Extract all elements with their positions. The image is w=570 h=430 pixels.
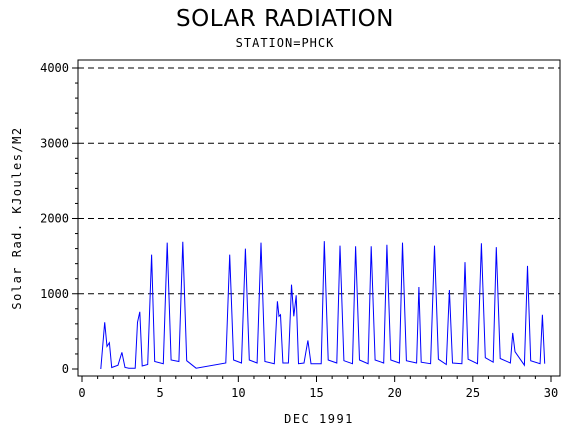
y-tick-label: 3000 [40,136,69,150]
plot-frame [77,59,561,377]
x-tick-label: 30 [544,386,558,400]
x-tick-label: 10 [231,386,245,400]
x-tick-label: 25 [466,386,480,400]
y-tick-label: 1000 [40,287,69,301]
chart-title: SOLAR RADIATION [176,6,394,32]
x-tick-label: 15 [309,386,323,400]
x-axis-label: DEC 1991 [284,412,354,426]
x-tick-label: 0 [78,386,85,400]
y-tick-label: 4000 [40,61,69,75]
x-tick-label: 5 [157,386,164,400]
y-axis-label: Solar Rad. KJoules/M2 [10,126,24,309]
chart-subtitle: STATION=PHCK [235,36,335,50]
y-tick-label: 2000 [40,212,69,226]
y-tick-label: 0 [62,362,69,376]
x-tick-label: 20 [387,386,401,400]
series-line-0 [100,241,546,370]
